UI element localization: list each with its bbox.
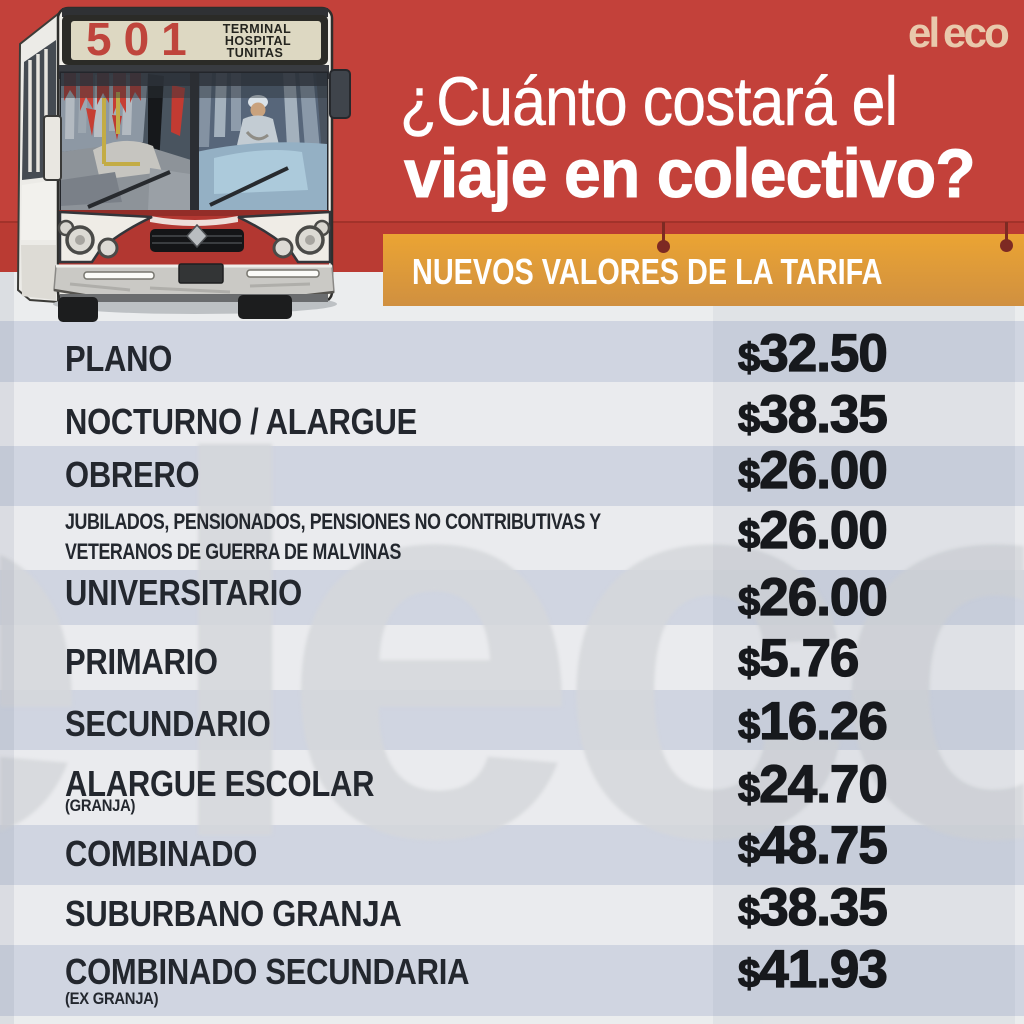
- svg-text:TUNITAS: TUNITAS: [227, 46, 284, 60]
- svg-text:el: el: [0, 347, 380, 950]
- svg-text:eco: eco: [280, 347, 1024, 950]
- svg-text:HOSPITAL: HOSPITAL: [225, 34, 291, 48]
- svg-text:501: 501: [86, 13, 199, 65]
- svg-text:TERMINAL: TERMINAL: [223, 22, 292, 36]
